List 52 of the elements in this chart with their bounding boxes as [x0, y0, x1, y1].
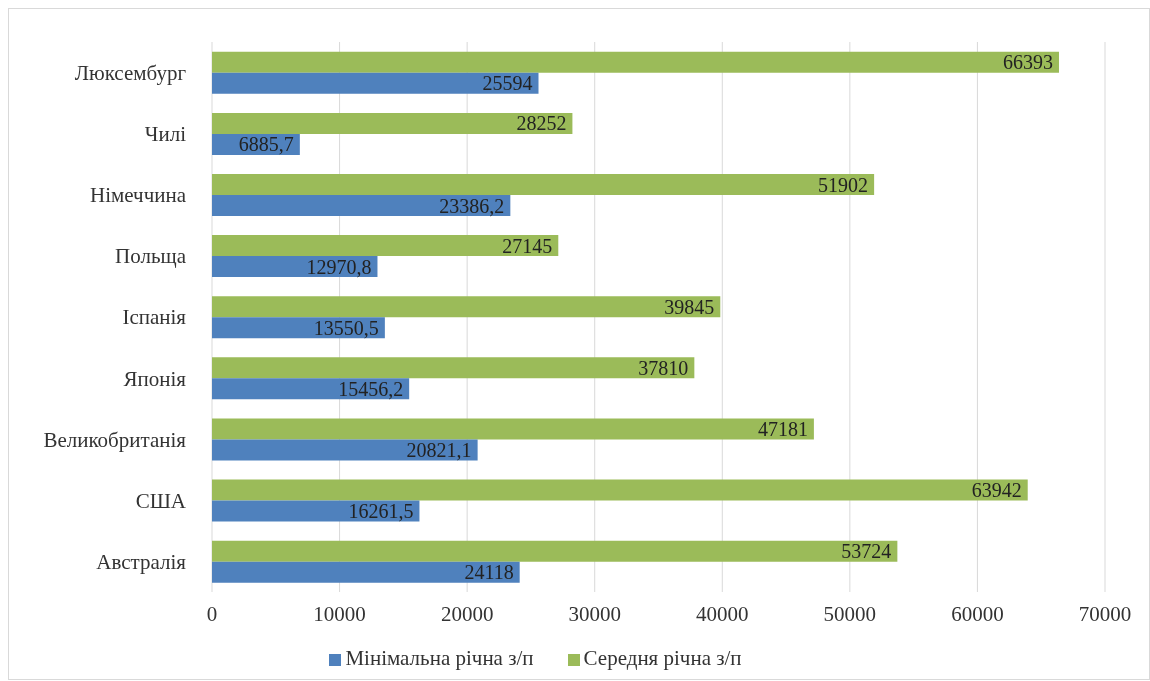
y-tick-label: США [135, 488, 187, 513]
bar [212, 418, 814, 440]
bar [212, 112, 573, 134]
legend-label: Середня річна з/п [583, 646, 742, 670]
x-tick-label: 40000 [696, 601, 749, 626]
bar [212, 51, 1059, 73]
data-label: 16261,5 [348, 500, 414, 523]
x-tick-label: 20000 [440, 601, 494, 626]
bar [212, 561, 520, 583]
bar [212, 174, 875, 195]
data-label: 24118 [464, 561, 514, 584]
bar [212, 195, 511, 216]
data-label: 6885,7 [238, 133, 294, 156]
y-tick-label: Німеччина [89, 183, 187, 208]
y-tick-label: Іспанія [122, 305, 187, 330]
bar [212, 296, 721, 318]
bar [212, 439, 478, 461]
y-tick-label: Австралія [96, 549, 187, 574]
data-label: 37810 [638, 356, 689, 379]
x-tick-label: 50000 [823, 601, 877, 626]
bar [212, 235, 559, 257]
bar [212, 479, 1028, 501]
y-tick-label: Японія [123, 366, 187, 391]
bar [212, 72, 539, 94]
y-tick-label: Люксембург [74, 61, 187, 86]
y-tick-label: Чилі [144, 122, 187, 147]
data-label: 13550,5 [313, 316, 379, 339]
bar [212, 500, 420, 522]
data-label: 66393 [1002, 51, 1053, 74]
data-label: 39845 [664, 295, 715, 318]
data-label: 27145 [502, 234, 553, 257]
x-tick-label: 0 [206, 601, 218, 626]
bar [212, 540, 898, 562]
data-label: 15456,2 [338, 377, 404, 400]
y-tick-label: Великобританія [43, 427, 187, 452]
data-label: 51902 [818, 173, 869, 196]
bar [212, 357, 695, 379]
x-tick-label: 10000 [313, 601, 366, 626]
bar [212, 378, 410, 400]
data-label: 23386,2 [439, 194, 505, 217]
data-label: 53724 [841, 540, 892, 563]
x-tick-label: 60000 [951, 601, 1004, 626]
data-label: 25594 [482, 72, 533, 95]
data-label: 47181 [757, 417, 808, 440]
legend-label: Мінімальна річна з/п [345, 646, 534, 670]
data-label: 20821,1 [406, 438, 472, 461]
x-tick-label: 30000 [568, 601, 621, 626]
x-tick-label: 70000 [1078, 601, 1132, 626]
data-label: 28252 [516, 112, 567, 135]
data-label: 12970,8 [306, 255, 372, 278]
y-tick-label: Польща [115, 244, 187, 269]
data-label: 63942 [971, 479, 1022, 502]
